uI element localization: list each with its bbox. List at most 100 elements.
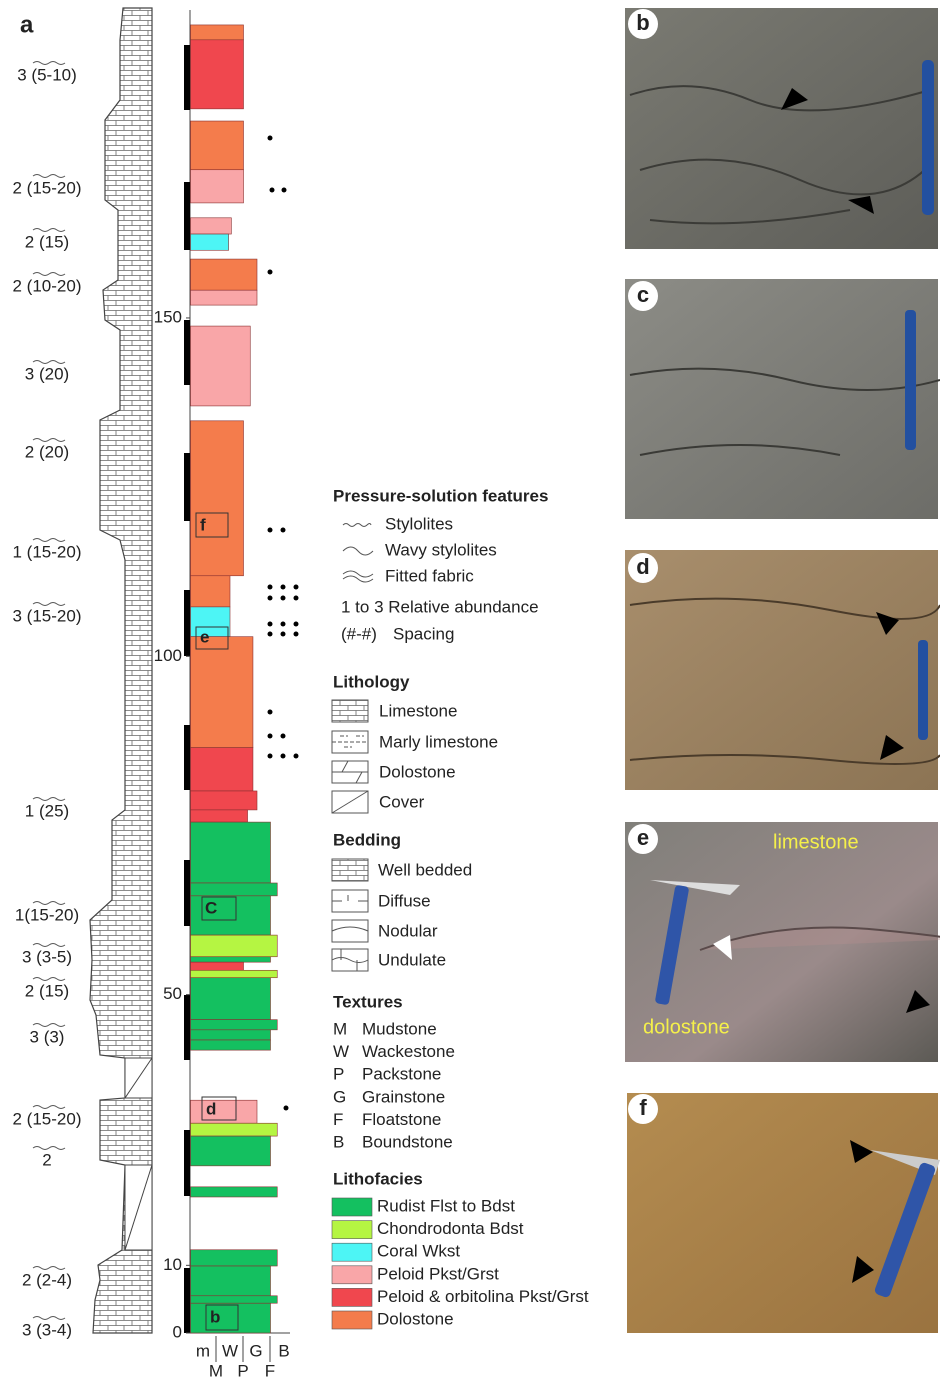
depth-label: 100 bbox=[154, 646, 182, 665]
photo-f bbox=[627, 1093, 940, 1333]
pressure-solution-label: 3 (20) bbox=[25, 364, 69, 383]
bed bbox=[191, 791, 258, 810]
stylolite-symbol bbox=[33, 229, 65, 232]
legend-item: Dolostone bbox=[379, 762, 456, 781]
pressure-solution-label: 1 (25) bbox=[25, 801, 69, 820]
bed bbox=[191, 822, 271, 883]
bed bbox=[191, 957, 271, 962]
bed bbox=[191, 326, 251, 406]
pressure-solution-label: 2 (15-20) bbox=[13, 1109, 82, 1128]
legend-item: Dolostone bbox=[377, 1309, 454, 1328]
bed bbox=[191, 218, 232, 234]
pressure-solution-label: 2 (2-4) bbox=[22, 1270, 72, 1289]
legend-swatch bbox=[332, 1243, 372, 1261]
bed bbox=[191, 1123, 278, 1136]
texture-code: B bbox=[333, 1132, 344, 1151]
pressure-solution-label: 2 (10-20) bbox=[13, 276, 82, 295]
legend-item: Peloid Pkst/Grst bbox=[377, 1264, 499, 1283]
texture-code: W bbox=[333, 1042, 349, 1061]
pressure-solution-label: 2 (15) bbox=[25, 232, 69, 251]
texture-name: Floatstone bbox=[362, 1110, 441, 1129]
pressure-solution-label: 1(15-20) bbox=[15, 905, 79, 924]
legend-item: Rudist Flst to Bdst bbox=[377, 1196, 515, 1215]
legend-swatch bbox=[332, 1311, 372, 1329]
stylolite-symbol bbox=[33, 1147, 65, 1150]
photo-label: b bbox=[636, 10, 649, 35]
photo-annotation: dolostone bbox=[643, 1016, 730, 1038]
pressure-solution-label: 1 (15-20) bbox=[13, 542, 82, 561]
photo-ref: b bbox=[210, 1307, 220, 1326]
depth-label: 50 bbox=[163, 984, 182, 1003]
legend-item: Limestone bbox=[379, 701, 457, 720]
pressure-solution-label: 3 (3-4) bbox=[22, 1320, 72, 1339]
legend-item: Stylolites bbox=[385, 514, 453, 533]
stylolite-symbol bbox=[33, 978, 65, 981]
texture-name: Grainstone bbox=[362, 1087, 445, 1106]
bed bbox=[191, 748, 253, 791]
texture-axis-label: G bbox=[249, 1341, 262, 1360]
pressure-solution-label: 2 (15) bbox=[25, 981, 69, 1000]
legend-swatch bbox=[332, 1221, 372, 1239]
pressure-solution-label: 2 bbox=[42, 1150, 51, 1169]
stylolite-symbol bbox=[33, 273, 65, 276]
bed bbox=[191, 883, 278, 896]
photo-b bbox=[625, 8, 938, 249]
texture-code: P bbox=[333, 1065, 344, 1084]
legend-item: Fitted fabric bbox=[385, 566, 474, 585]
figure: a f e C d b bbox=[0, 0, 940, 1378]
texture-axis-label: M bbox=[209, 1361, 223, 1378]
stylolite-symbol bbox=[33, 1106, 65, 1109]
photo-ref: f bbox=[200, 515, 206, 534]
bed bbox=[191, 1296, 278, 1303]
legend-title: Pressure-solution features bbox=[333, 486, 548, 505]
legend-item: Coral Wkst bbox=[377, 1242, 460, 1261]
legend-swatch bbox=[332, 1266, 372, 1284]
texture-code: M bbox=[333, 1019, 347, 1038]
legend-item: Cover bbox=[379, 792, 425, 811]
bed bbox=[191, 962, 244, 970]
texture-axis-label: W bbox=[222, 1341, 238, 1360]
stylolite-symbol bbox=[33, 539, 65, 542]
texture-code: F bbox=[333, 1110, 343, 1129]
photo-ref: e bbox=[200, 627, 209, 646]
bed bbox=[191, 1030, 271, 1040]
pressure-solution-label: 3 (3) bbox=[30, 1027, 65, 1046]
stylolite-symbol bbox=[33, 902, 65, 905]
texture-axis-label: m bbox=[196, 1341, 210, 1360]
bed bbox=[191, 1187, 278, 1197]
texture-name: Boundstone bbox=[362, 1132, 453, 1151]
texture-name: Packstone bbox=[362, 1065, 441, 1084]
legend: Pressure-solution features Stylolites Wa… bbox=[332, 486, 589, 1329]
legend-item: Wavy stylolites bbox=[385, 540, 497, 559]
photo-e: limestone dolostone bbox=[625, 822, 940, 1062]
legend-title: Lithofacies bbox=[333, 1169, 423, 1188]
pressure-solution-label: 2 (15-20) bbox=[13, 178, 82, 197]
bed bbox=[191, 1303, 271, 1333]
legend-swatch bbox=[332, 1288, 372, 1306]
bed bbox=[191, 935, 278, 957]
stylolite-symbol bbox=[33, 1267, 65, 1270]
bed bbox=[191, 576, 231, 607]
bed bbox=[191, 25, 244, 40]
legend-item: Marly limestone bbox=[379, 732, 498, 751]
legend-title: Bedding bbox=[333, 830, 401, 849]
photo-label: c bbox=[637, 282, 649, 307]
photo-d bbox=[625, 550, 940, 790]
lithology-column bbox=[90, 8, 152, 1333]
bed bbox=[191, 810, 248, 822]
photo-label: d bbox=[636, 554, 649, 579]
bed bbox=[191, 121, 244, 170]
stylolite-symbol bbox=[33, 361, 65, 364]
legend-item: (#-#) bbox=[341, 624, 377, 643]
pressure-solution-label: 3 (3-5) bbox=[22, 947, 72, 966]
bed bbox=[191, 1040, 271, 1050]
stylolite-symbol bbox=[33, 1317, 65, 1320]
photo-ref: C bbox=[205, 898, 217, 917]
pressure-solution-label: 3 (5-10) bbox=[17, 65, 77, 84]
bed bbox=[191, 40, 244, 109]
photo-annotation: limestone bbox=[773, 831, 859, 853]
texture-axis-label: B bbox=[278, 1341, 289, 1360]
photo-c bbox=[625, 279, 940, 519]
legend-item: Nodular bbox=[378, 921, 438, 940]
bed bbox=[191, 421, 244, 576]
